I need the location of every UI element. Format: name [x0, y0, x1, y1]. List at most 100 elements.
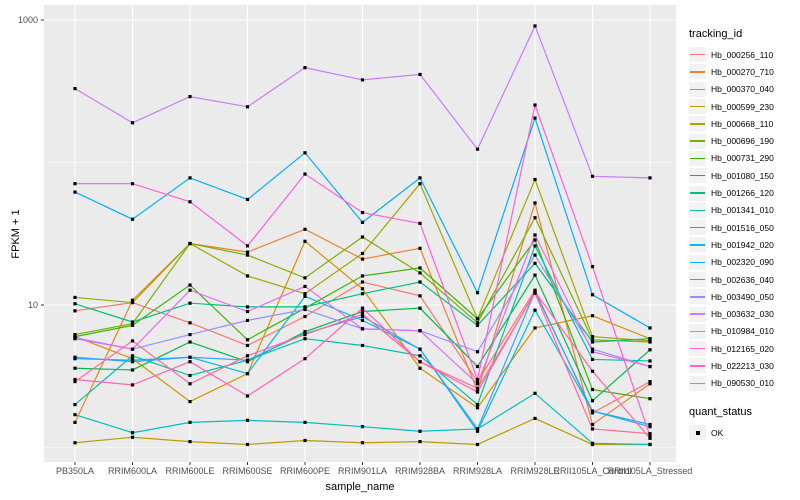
data-point [360, 327, 365, 331]
data-point [188, 373, 192, 378]
data-point [73, 355, 77, 359]
legend-item-Hb_001516_050: Hb_001516_050 [689, 219, 799, 236]
data-point [130, 298, 135, 302]
legend-item-label: Hb_001516_050 [711, 222, 774, 233]
data-point [475, 429, 480, 433]
data-point [245, 358, 250, 362]
data-point [360, 309, 365, 314]
data-point [533, 326, 537, 330]
series-color-key-icon [689, 254, 706, 270]
data-point [475, 377, 480, 382]
data-point [303, 276, 307, 280]
data-point [533, 177, 537, 182]
data-point [188, 321, 192, 325]
y-axis-title: FPKM + 1 [10, 209, 22, 259]
series-color-key-icon [689, 341, 706, 357]
legend-item-label: Hb_000668_110 [711, 118, 774, 129]
legend-item-Hb_090530_010: Hb_090530_010 [689, 375, 799, 392]
data-point [360, 274, 365, 278]
data-point [418, 347, 422, 351]
legend-item-label: Hb_001942_020 [711, 239, 774, 250]
data-point [533, 416, 537, 421]
data-point [648, 340, 652, 344]
data-point [475, 390, 480, 394]
data-point [130, 339, 135, 343]
data-point [360, 257, 365, 261]
data-point [360, 343, 365, 348]
data-point [533, 216, 537, 220]
legend-item-Hb_000668_110: Hb_000668_110 [689, 115, 799, 132]
data-point [360, 425, 365, 429]
legend-title-quant-status: quant_status [689, 405, 752, 418]
data-point [245, 305, 250, 309]
data-point [475, 427, 480, 431]
data-point [533, 273, 537, 277]
data-point [648, 326, 652, 330]
data-point [188, 332, 192, 337]
series-color-key-icon [689, 289, 706, 305]
data-point [303, 284, 307, 289]
data-point [475, 291, 480, 295]
data-point [245, 309, 250, 314]
data-point [590, 422, 595, 427]
legend-item-label: Hb_001266_120 [711, 188, 774, 199]
data-point [245, 274, 250, 278]
data-point [245, 253, 250, 257]
data-point [648, 176, 652, 180]
data-point [360, 318, 365, 322]
x-tick-label: RRIM928LE [510, 466, 559, 476]
data-point [590, 441, 595, 445]
x-tick-label: RRIM901LA [338, 466, 387, 476]
series-color-key-icon [689, 220, 706, 236]
y-tick-label: 1000 [18, 15, 38, 25]
data-point [73, 309, 77, 313]
data-point [130, 300, 135, 305]
data-point [590, 338, 595, 342]
data-point [418, 182, 422, 186]
data-point [648, 425, 652, 429]
data-point [590, 293, 595, 297]
data-point [418, 221, 422, 225]
data-point [188, 288, 192, 292]
data-point [245, 343, 250, 348]
data-point [648, 434, 652, 438]
data-point [533, 24, 537, 28]
series-color-key-icon [689, 81, 706, 97]
data-point [648, 422, 652, 427]
legend-item-label: OK [711, 427, 724, 438]
data-point [130, 431, 135, 435]
legend-item-Hb_000270_710: Hb_000270_710 [689, 63, 799, 80]
data-point [590, 264, 595, 269]
data-point [648, 382, 652, 386]
legend-item-label: Hb_010984_010 [711, 326, 774, 337]
data-point [418, 246, 422, 250]
data-point [360, 287, 365, 291]
data-point [245, 318, 250, 322]
legend-item-label: Hb_002636_040 [711, 274, 774, 285]
data-point [303, 294, 307, 298]
data-point [188, 301, 192, 305]
legend-item-label: Hb_002320_090 [711, 257, 774, 268]
x-tick-label: RRIM600LE [165, 466, 214, 476]
data-point [303, 332, 307, 337]
data-point [245, 338, 250, 342]
data-point [590, 174, 595, 178]
data-point [533, 103, 537, 107]
data-point [245, 394, 250, 398]
data-point [418, 294, 422, 298]
data-point [130, 217, 135, 221]
legend-item-Hb_001080_150: Hb_001080_150 [689, 167, 799, 184]
data-point [648, 364, 652, 369]
data-point [130, 121, 135, 125]
legend-item-Hb_001341_010: Hb_001341_010 [689, 202, 799, 219]
data-point [188, 200, 192, 204]
data-point [418, 429, 422, 433]
data-point [418, 72, 422, 77]
data-point [360, 314, 365, 319]
data-point [648, 380, 652, 384]
data-point [360, 292, 365, 296]
legend-item-label: Hb_000270_710 [711, 66, 774, 77]
data-point [590, 335, 595, 339]
